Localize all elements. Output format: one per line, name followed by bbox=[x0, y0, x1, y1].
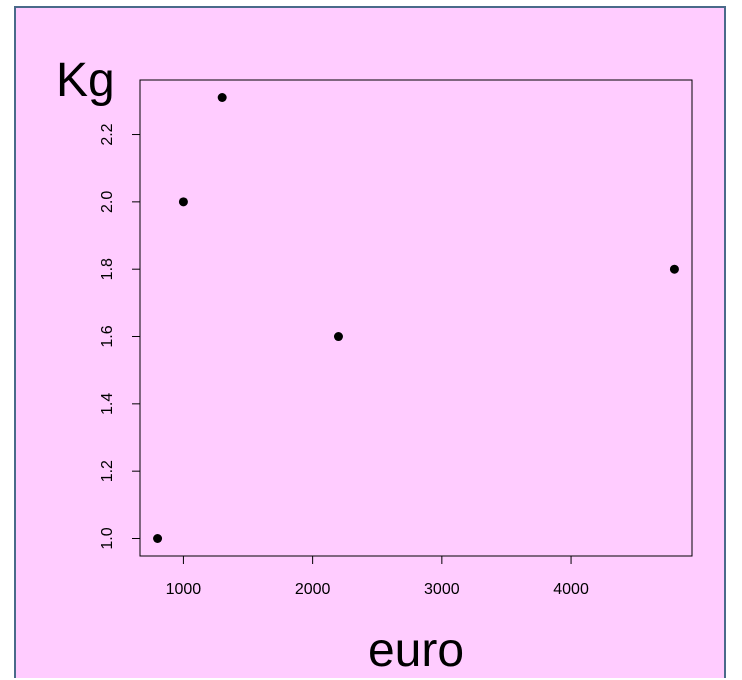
y-tick-label: 2.2 bbox=[99, 123, 116, 145]
plot-frame: 1000 2000 3000 4000 1.0 1.2 1.4 1.6 1.8 2.0 2.2 e… bbox=[14, 6, 726, 678]
x-tick-label: 4000 bbox=[553, 581, 589, 598]
data-point bbox=[333, 332, 343, 342]
x-axis: 1000 2000 3000 4000 bbox=[166, 556, 589, 598]
x-tick-label: 2000 bbox=[295, 581, 331, 598]
data-point bbox=[153, 533, 163, 543]
y-axis-label: Kg bbox=[56, 54, 115, 107]
y-tick-label: 1.8 bbox=[99, 258, 116, 280]
y-tick-label: 1.0 bbox=[99, 527, 116, 549]
x-tick-label: 1000 bbox=[166, 581, 202, 598]
scatter-chart: 1000 2000 3000 4000 1.0 1.2 1.4 1.6 1.8 2.0 2.2 e… bbox=[56, 54, 693, 677]
x-tick-label: 3000 bbox=[424, 581, 460, 598]
data-point bbox=[178, 197, 188, 207]
y-tick-label: 2.0 bbox=[99, 191, 116, 213]
y-tick-label: 1.6 bbox=[99, 325, 116, 347]
data-points bbox=[153, 93, 679, 543]
x-axis-label: euro bbox=[368, 624, 464, 677]
y-tick-label: 1.2 bbox=[99, 460, 116, 482]
data-point bbox=[217, 93, 227, 103]
plot-area bbox=[139, 79, 693, 557]
y-axis: 1.0 1.2 1.4 1.6 1.8 2.0 2.2 bbox=[99, 123, 140, 550]
data-point bbox=[669, 264, 679, 274]
y-tick-label: 1.4 bbox=[99, 393, 116, 415]
